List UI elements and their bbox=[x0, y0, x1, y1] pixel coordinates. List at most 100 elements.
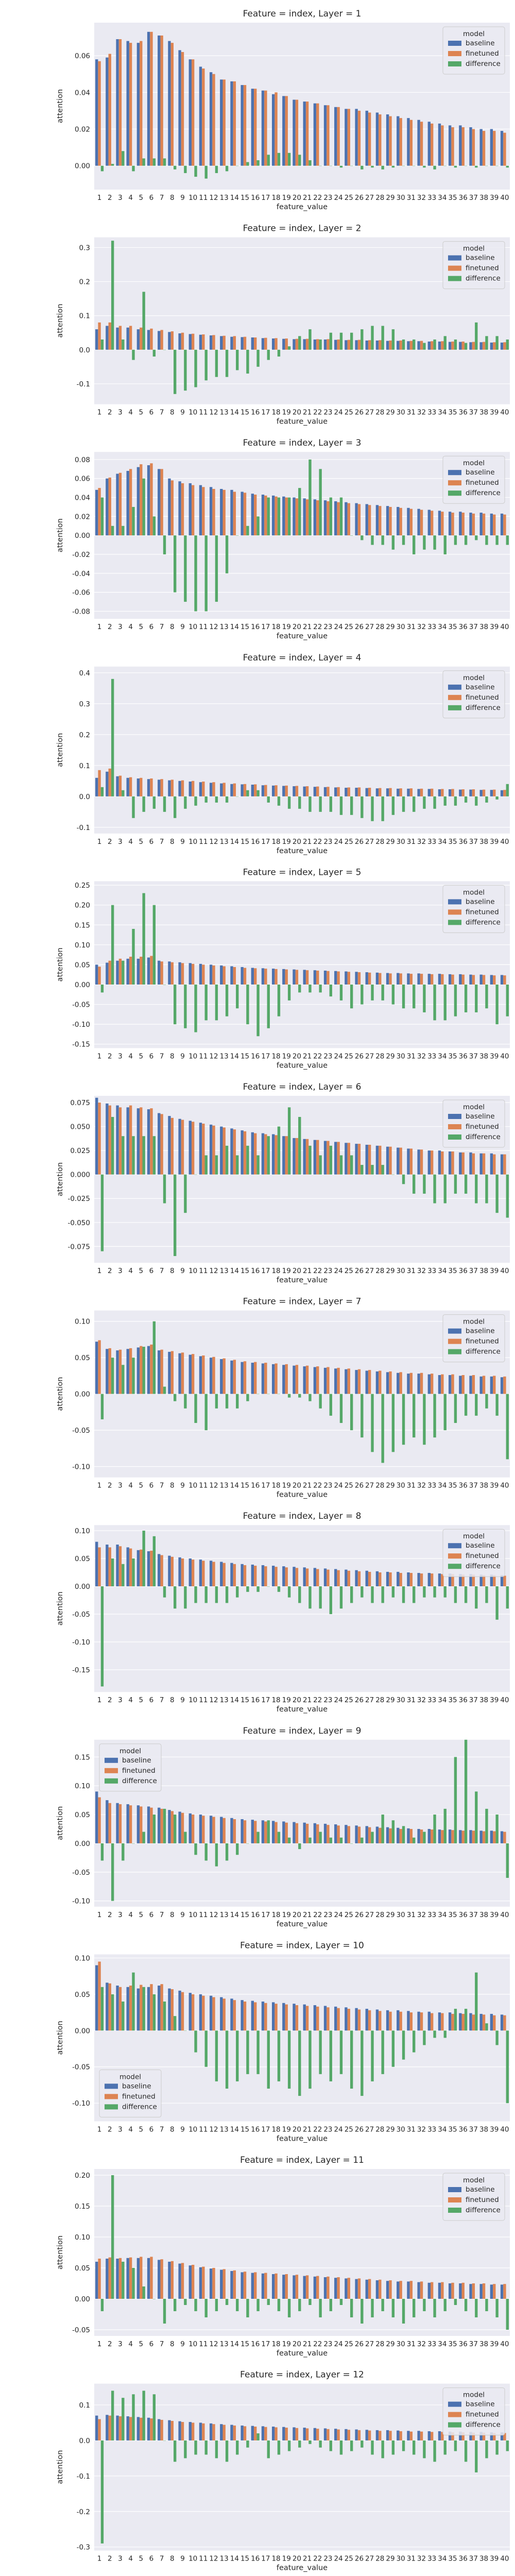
x-tick-label: 22 bbox=[313, 2125, 322, 2133]
bar-baseline bbox=[345, 1825, 348, 1843]
bar-difference bbox=[402, 535, 405, 545]
x-tick-label: 34 bbox=[438, 1052, 447, 1060]
bar-baseline bbox=[251, 1132, 254, 1175]
bar-baseline bbox=[241, 1564, 244, 1586]
bar-finetuned bbox=[285, 2274, 288, 2299]
bar-finetuned bbox=[451, 341, 454, 350]
bar-finetuned bbox=[399, 1573, 402, 1586]
bar-difference bbox=[298, 1586, 301, 1603]
bar-difference bbox=[174, 349, 177, 394]
bar-difference bbox=[391, 1820, 395, 1843]
x-tick-label: 1 bbox=[97, 2340, 102, 2348]
bar-finetuned bbox=[368, 2010, 371, 2031]
bar-finetuned bbox=[140, 1985, 143, 2031]
bar-difference bbox=[443, 535, 447, 555]
bar-difference bbox=[225, 1586, 229, 1603]
bar-finetuned bbox=[368, 788, 371, 796]
x-tick-label: 38 bbox=[479, 2125, 488, 2133]
bar-difference bbox=[308, 2299, 312, 2305]
bar-baseline bbox=[313, 787, 317, 796]
bar-finetuned bbox=[441, 2432, 444, 2441]
bar-baseline bbox=[271, 2274, 275, 2299]
bar-baseline bbox=[438, 1375, 441, 1394]
x-tick-label: 14 bbox=[230, 2340, 239, 2348]
x-tick-label: 5 bbox=[139, 409, 143, 417]
bar-finetuned bbox=[316, 2276, 319, 2299]
bar-baseline bbox=[261, 968, 265, 985]
bar-baseline bbox=[158, 2260, 161, 2299]
bar-baseline bbox=[126, 777, 129, 796]
bar-finetuned bbox=[420, 510, 423, 536]
bar-finetuned bbox=[316, 339, 319, 350]
bar-finetuned bbox=[305, 1823, 309, 1843]
bar-baseline bbox=[147, 1346, 150, 1394]
bar-difference bbox=[100, 1174, 104, 1251]
bar-baseline bbox=[220, 1359, 223, 1394]
bar-difference bbox=[495, 1174, 499, 1213]
legend-entry-difference: difference bbox=[122, 2103, 157, 2111]
bar-baseline bbox=[251, 89, 254, 166]
bar-difference bbox=[204, 2030, 208, 2067]
x-tick-label: 20 bbox=[293, 1267, 301, 1275]
x-tick-label: 24 bbox=[334, 1911, 343, 1919]
x-tick-label: 1 bbox=[97, 1696, 102, 1704]
bar-finetuned bbox=[98, 61, 101, 166]
bar-finetuned bbox=[409, 1148, 413, 1175]
x-tick-label: 35 bbox=[448, 2125, 457, 2133]
x-tick-label: 3 bbox=[118, 194, 123, 202]
bar-finetuned bbox=[274, 496, 278, 536]
bar-difference bbox=[204, 796, 208, 803]
bar-difference bbox=[391, 329, 395, 350]
bar-difference bbox=[402, 1174, 405, 1184]
bar-finetuned bbox=[316, 1569, 319, 1586]
bar-baseline bbox=[199, 66, 202, 166]
y-tick-label: 0.05 bbox=[75, 1991, 90, 1999]
bar-difference bbox=[360, 329, 364, 350]
bar-finetuned bbox=[347, 787, 350, 796]
bar-difference bbox=[163, 2001, 166, 2031]
bar-difference bbox=[287, 2030, 291, 2089]
bar-difference bbox=[495, 336, 499, 350]
bar-baseline bbox=[397, 116, 400, 166]
bar-baseline bbox=[407, 341, 410, 350]
bar-baseline bbox=[479, 974, 483, 985]
bar-baseline bbox=[199, 2422, 202, 2441]
legend-title: model bbox=[463, 1318, 485, 1326]
chart-title: Feature = index, Layer = 11 bbox=[240, 2155, 364, 2165]
x-tick-label: 6 bbox=[149, 1482, 154, 1490]
bar-finetuned bbox=[368, 1827, 371, 1843]
bar-difference bbox=[225, 1145, 229, 1175]
chart-title: Feature = index, Layer = 9 bbox=[243, 1726, 362, 1736]
x-tick-label: 17 bbox=[261, 1911, 270, 1919]
bar-baseline bbox=[116, 1105, 119, 1175]
bar-finetuned bbox=[170, 2261, 174, 2299]
bar-finetuned bbox=[150, 31, 153, 166]
x-tick-label: 27 bbox=[365, 194, 374, 202]
chart-title: Feature = index, Layer = 4 bbox=[243, 653, 362, 663]
y-tick-label: 0.06 bbox=[75, 475, 90, 483]
bar-finetuned bbox=[347, 1570, 350, 1586]
y-tick-label: 0.2 bbox=[79, 278, 90, 286]
bar-difference bbox=[423, 535, 426, 550]
bar-baseline bbox=[261, 2426, 265, 2441]
x-tick-label: 11 bbox=[199, 623, 208, 631]
y-tick-label: 0.3 bbox=[79, 244, 90, 252]
bar-finetuned bbox=[399, 973, 402, 985]
bar-baseline bbox=[271, 1364, 275, 1394]
bar-finetuned bbox=[493, 789, 496, 796]
x-tick-label: 26 bbox=[355, 2340, 364, 2348]
bar-difference bbox=[132, 506, 135, 536]
y-tick-label: 0.0 bbox=[79, 793, 90, 801]
bar-difference bbox=[413, 984, 416, 1009]
legend-swatch-finetuned bbox=[448, 1124, 461, 1129]
legend-swatch-finetuned bbox=[105, 1768, 118, 1773]
bar-finetuned bbox=[222, 966, 226, 985]
bar-finetuned bbox=[160, 1349, 163, 1394]
x-tick-label: 19 bbox=[282, 409, 291, 417]
bar-baseline bbox=[188, 1558, 192, 1586]
x-tick-label: 13 bbox=[220, 1052, 229, 1060]
bar-baseline bbox=[261, 2001, 265, 2031]
bar-finetuned bbox=[441, 2282, 444, 2299]
x-tick-label: 40 bbox=[500, 2125, 509, 2133]
